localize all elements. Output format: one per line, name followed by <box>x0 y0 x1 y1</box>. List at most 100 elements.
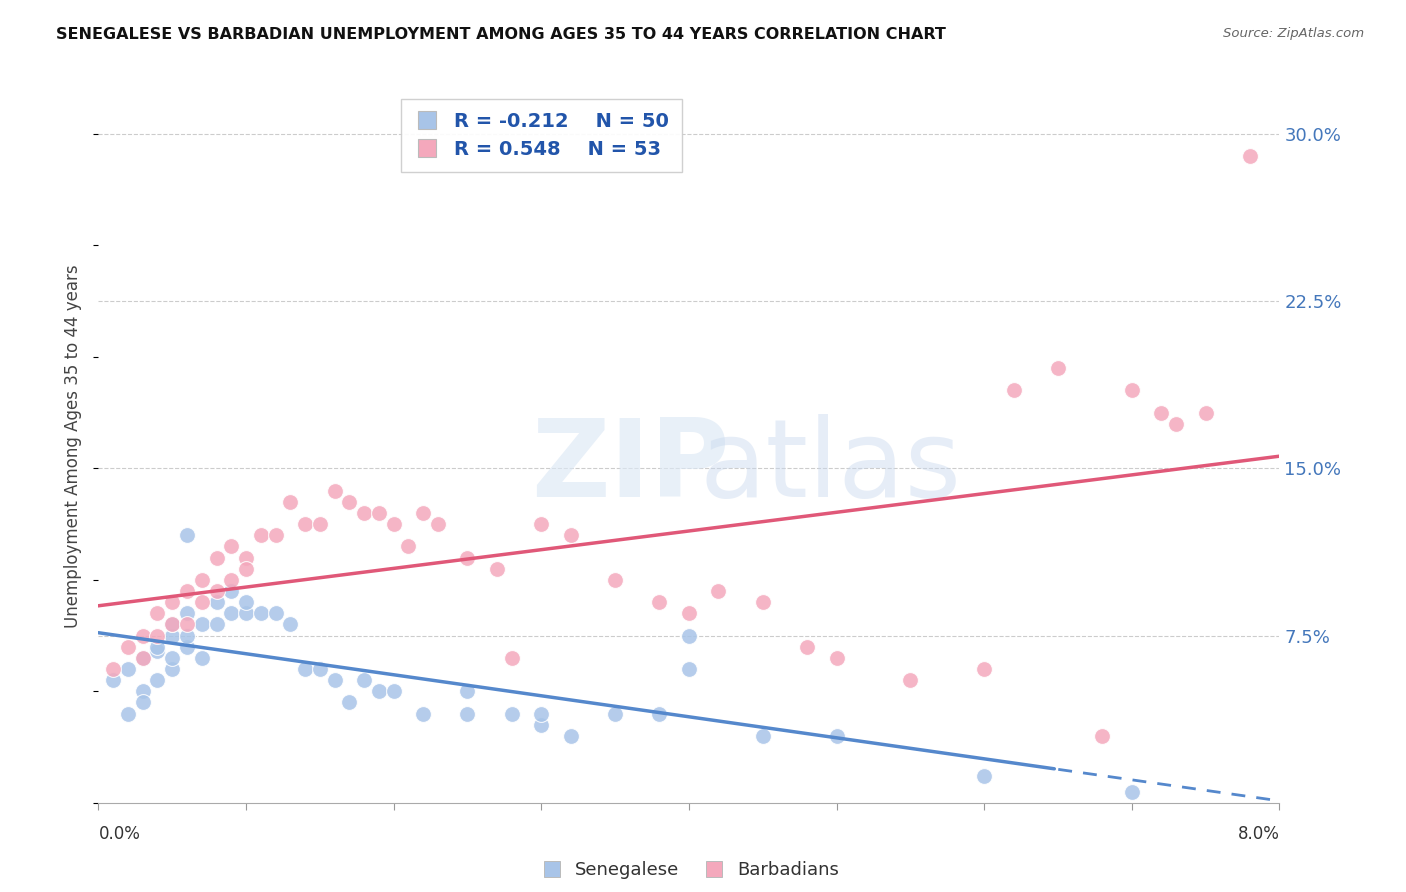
Text: 0.0%: 0.0% <box>98 825 141 843</box>
Point <box>1121 384 1143 398</box>
Point <box>973 662 995 676</box>
Point <box>191 617 214 632</box>
Point <box>162 617 183 632</box>
Point <box>530 517 553 532</box>
Point <box>278 617 302 632</box>
Point <box>337 696 360 710</box>
Point <box>219 573 242 587</box>
Point <box>605 706 627 721</box>
Point <box>103 662 125 676</box>
Point <box>751 729 773 743</box>
Point <box>530 717 553 731</box>
Point <box>485 562 508 576</box>
Point <box>132 628 155 642</box>
Point <box>205 550 228 565</box>
Point <box>530 706 553 721</box>
Point <box>337 494 360 508</box>
Point <box>382 517 405 532</box>
Point <box>264 528 287 542</box>
Y-axis label: Unemployment Among Ages 35 to 44 years: Unemployment Among Ages 35 to 44 years <box>65 264 83 628</box>
Point <box>146 673 169 687</box>
Point <box>678 628 700 642</box>
Point <box>707 583 730 598</box>
Point <box>264 607 287 621</box>
Point <box>353 506 375 520</box>
Point <box>191 651 214 665</box>
Point <box>648 706 671 721</box>
Point <box>117 662 139 676</box>
Point <box>308 517 332 532</box>
Point <box>605 573 627 587</box>
Point <box>382 684 405 698</box>
Point <box>146 607 169 621</box>
Point <box>132 651 155 665</box>
Point <box>146 640 169 654</box>
Point <box>501 706 523 721</box>
Point <box>412 706 434 721</box>
Text: SENEGALESE VS BARBADIAN UNEMPLOYMENT AMONG AGES 35 TO 44 YEARS CORRELATION CHART: SENEGALESE VS BARBADIAN UNEMPLOYMENT AMO… <box>56 27 946 42</box>
Point <box>426 517 449 532</box>
Point <box>162 628 183 642</box>
Point <box>367 506 389 520</box>
Point <box>1239 149 1261 163</box>
Point <box>825 651 848 665</box>
Point <box>250 607 273 621</box>
Point <box>796 640 818 654</box>
Point <box>456 706 478 721</box>
Point <box>1121 785 1143 799</box>
Point <box>176 528 198 542</box>
Point <box>191 595 214 609</box>
Point <box>308 662 332 676</box>
Point <box>219 607 242 621</box>
Point <box>396 539 419 553</box>
Text: Source: ZipAtlas.com: Source: ZipAtlas.com <box>1223 27 1364 40</box>
Point <box>825 729 848 743</box>
Point <box>235 550 257 565</box>
Point <box>1164 417 1187 431</box>
Point <box>648 595 671 609</box>
Point <box>176 607 198 621</box>
Point <box>162 662 183 676</box>
Point <box>1091 729 1114 743</box>
Point <box>146 628 169 642</box>
Point <box>205 583 228 598</box>
Point <box>176 640 198 654</box>
Point <box>367 684 389 698</box>
Point <box>278 494 302 508</box>
Point <box>162 595 183 609</box>
Point <box>1046 360 1069 375</box>
Point <box>205 595 228 609</box>
Point <box>456 684 478 698</box>
Point <box>132 651 155 665</box>
Point <box>205 617 228 632</box>
Point <box>560 729 582 743</box>
Point <box>250 528 273 542</box>
Point <box>162 617 183 632</box>
Point <box>146 644 169 658</box>
Point <box>219 583 242 598</box>
Point <box>456 550 478 565</box>
Point <box>235 562 257 576</box>
Point <box>294 517 316 532</box>
Point <box>176 628 198 642</box>
Point <box>1002 384 1025 398</box>
Point <box>162 651 183 665</box>
Point <box>501 651 523 665</box>
Point <box>560 528 582 542</box>
Point <box>294 662 316 676</box>
Point <box>678 662 700 676</box>
Point <box>1194 405 1216 420</box>
Point <box>191 573 214 587</box>
Point <box>1150 405 1173 420</box>
Point <box>353 673 375 687</box>
Point <box>235 607 257 621</box>
Point <box>176 617 198 632</box>
Point <box>176 583 198 598</box>
Point <box>117 706 139 721</box>
Legend: Senegalese, Barbadians: Senegalese, Barbadians <box>531 855 846 887</box>
Text: atlas: atlas <box>700 415 962 520</box>
Point <box>323 673 346 687</box>
Point <box>751 595 773 609</box>
Point <box>412 506 434 520</box>
Point <box>117 640 139 654</box>
